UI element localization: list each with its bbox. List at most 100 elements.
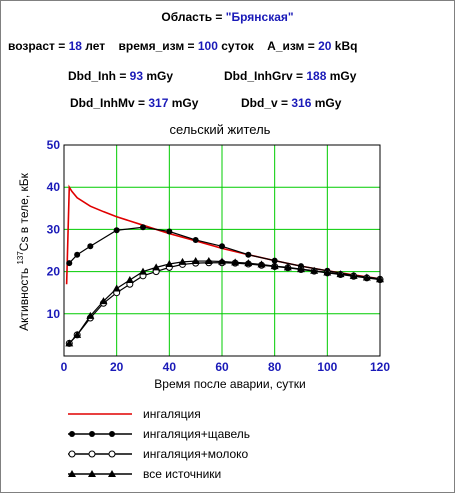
y-tick-label: 20 xyxy=(47,265,61,279)
data-point xyxy=(271,257,278,264)
legend-label: все источники xyxy=(143,467,221,481)
data-point xyxy=(86,311,95,319)
y-axis-label-rest: Cs в теле, кБк xyxy=(17,172,31,251)
y-axis-label-sup: 137 xyxy=(16,251,25,265)
region-line: Область = "Брянская" xyxy=(0,10,455,24)
data-point xyxy=(65,339,74,347)
data-point xyxy=(152,263,161,271)
legend-marker xyxy=(108,470,116,477)
dose-inh-line: Dbd_Inh = 93 mGy xyxy=(68,69,173,83)
legend-label: ингаляция+щавель xyxy=(143,427,250,441)
dbd-inh-label: Dbd_Inh = xyxy=(68,69,130,83)
legend-marker xyxy=(68,450,76,458)
data-point xyxy=(113,227,120,234)
data-point xyxy=(362,273,371,281)
data-point xyxy=(166,228,173,235)
activity-value: 20 xyxy=(318,39,332,53)
data-point xyxy=(323,268,332,276)
age-value: 18 xyxy=(68,39,82,53)
x-tick-label: 20 xyxy=(110,360,124,374)
data-point xyxy=(74,251,81,258)
series-4 xyxy=(65,257,384,347)
data-point xyxy=(204,257,213,265)
legend-item: ингаляция+молоко xyxy=(68,447,249,461)
data-point xyxy=(140,224,146,231)
y-tick-label: 10 xyxy=(47,307,61,321)
time-value: 100 xyxy=(197,39,218,53)
legend-item: ингаляция+щавель xyxy=(68,427,250,441)
dbd-v-label: Dbd_v = xyxy=(241,96,292,110)
data-point xyxy=(178,257,187,265)
data-point xyxy=(219,243,225,250)
data-point xyxy=(231,258,240,266)
y-axis-label-prefix: Активность xyxy=(17,265,31,331)
data-point xyxy=(270,262,279,270)
legend-marker xyxy=(69,431,75,437)
dbd-inhmv-label: Dbd_InhMv = xyxy=(70,96,149,110)
region-label: Область = xyxy=(161,10,226,24)
data-point xyxy=(165,260,174,268)
legend-marker xyxy=(88,450,96,458)
activity-label: А_изм = xyxy=(267,39,319,53)
x-tick-label: 0 xyxy=(61,360,68,374)
x-tick-label: 120 xyxy=(370,360,390,374)
series-line xyxy=(65,184,381,285)
legend-item: все источники xyxy=(68,467,221,481)
data-point xyxy=(349,271,358,279)
data-point xyxy=(191,257,200,265)
x-tick-label: 40 xyxy=(163,360,177,374)
series xyxy=(65,184,384,347)
data-point xyxy=(336,270,345,278)
data-point xyxy=(192,236,199,243)
y-tick-label: 40 xyxy=(47,180,61,194)
dbd-v-unit: mGy xyxy=(314,96,342,110)
dose-v-line: Dbd_v = 316 mGy xyxy=(241,96,341,110)
dbd-inhgrv-label: Dbd_InhGrv = xyxy=(224,69,307,83)
data-point xyxy=(376,275,384,283)
y-tick-label: 50 xyxy=(47,138,61,152)
dbd-inhmv-value: 317 xyxy=(148,96,169,110)
legend-marker xyxy=(108,450,116,458)
x-tick-label: 80 xyxy=(268,360,282,374)
legend-marker xyxy=(68,470,76,477)
parameters-line: возраст = 18 лет время_изм = 100 суток А… xyxy=(8,39,357,53)
x-tick-label: 100 xyxy=(317,360,337,374)
series-line xyxy=(68,262,381,344)
y-axis-label: Активность 137Cs в теле, кБк xyxy=(16,172,31,331)
dbd-v-value: 316 xyxy=(291,96,312,110)
data-point xyxy=(244,259,253,267)
dbd-inhmv-unit: mGy xyxy=(171,96,199,110)
dbd-inhgrv-unit: mGy xyxy=(329,69,357,83)
dose-inhmv-line: Dbd_InhMv = 317 mGy xyxy=(70,96,198,110)
age-label: возраст = xyxy=(8,39,69,53)
data-point xyxy=(125,276,134,284)
data-point xyxy=(257,260,266,268)
axis-ticks: 0 20 40 60 80 100 120 10 20 30 40 50 xyxy=(47,138,391,374)
dbd-inh-value: 93 xyxy=(129,69,144,83)
data-point xyxy=(218,257,226,265)
time-label: время_изм = xyxy=(118,39,198,53)
data-point xyxy=(310,266,319,274)
region-value: "Брянская" xyxy=(225,10,294,24)
chart-title: сельский житель xyxy=(170,122,271,137)
data-point xyxy=(99,297,108,305)
data-point xyxy=(87,243,94,250)
series-line xyxy=(68,260,381,344)
legend-label: ингаляция+молоко xyxy=(143,447,249,461)
dbd-inhgrv-value: 188 xyxy=(306,69,327,83)
x-tick-label: 60 xyxy=(215,360,229,374)
legend: ингаляция ингаляция+щавель ингаляция+молок… xyxy=(68,407,250,481)
activity-unit: kBq xyxy=(334,39,358,53)
plot-area-border xyxy=(63,144,381,357)
legend-marker xyxy=(88,470,96,477)
time-unit: суток xyxy=(221,39,254,53)
data-point xyxy=(112,284,121,292)
x-axis-label: Время после аварии, сутки xyxy=(154,377,305,391)
legend-label: ингаляция xyxy=(143,407,201,421)
data-point xyxy=(297,265,305,273)
dbd-inh-unit: mGy xyxy=(146,69,174,83)
data-point xyxy=(66,260,73,267)
series-line xyxy=(68,226,381,280)
data-point xyxy=(73,330,82,338)
